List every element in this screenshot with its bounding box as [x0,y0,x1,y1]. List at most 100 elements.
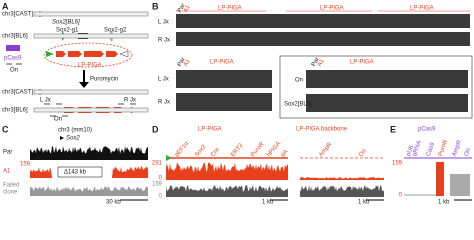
chromosome [33,11,149,17]
gel-box [279,55,473,119]
primer-label: L Jx [40,98,51,104]
axis-label: 0 [399,193,403,199]
row-label: R Jx [158,100,170,106]
axis-label: 159 [392,161,403,167]
primer-label: R Jx [124,98,136,104]
panel-label: C [2,124,9,134]
cassette [68,51,82,57]
cassette [84,51,104,57]
coverage [166,162,288,180]
panel-label: B [152,1,159,11]
axis-max: 159 [20,162,31,168]
gel [176,14,470,28]
feature-label: gRNA [412,140,423,157]
coverage [436,162,444,196]
lane-label: A1 [183,4,192,14]
group-label: LP-PIGA [410,6,434,12]
scale-label: 1 kb [438,200,450,206]
panel-label: A [2,1,9,11]
feature-label: AmpR [318,141,334,158]
primer-label: On [54,117,62,123]
construct-label: LP-PIGA backbone [296,127,348,133]
homology-arm [46,51,54,57]
feature-label: pU6 [406,144,416,157]
coverage [300,185,384,197]
row-label: L Jx [158,20,169,26]
lane-label: A1 [183,58,192,68]
chromosome [33,89,149,95]
feature-label: AmpR [452,139,464,157]
feature-label: hPIGA [266,141,282,158]
homology-arm [119,50,129,58]
feature-label: Ori [464,148,472,158]
figure: A chr3[CAST] Sox2[BL6] Sox2-g1 Sox2-g2 c… [2,1,473,206]
axis-label: 159 [152,182,163,188]
guide-label: Sox2-g2 [104,28,127,34]
scale-label: 30 kb [106,200,121,206]
deletion-label: Δ143 kb [64,170,87,176]
axis-label: 0 [159,176,163,182]
track-label: Par [3,150,12,156]
chrom-label: chr3[CAST] [2,90,33,96]
selection-label: Puromycin [90,77,118,83]
panel-label: D [152,124,159,134]
lane-label: Par [311,57,321,68]
chrom-label: chr3[CAST] [2,12,33,18]
feature-label: Cre [210,147,221,159]
cassette [106,51,118,57]
feature-label: Sox2 [194,143,208,158]
gene-label: Sox2 [66,136,80,142]
chrom-label: chr3[BL6] [2,108,28,114]
track-label: clone [3,190,18,196]
chrom-label: chr3[BL6] [2,34,28,40]
gel [176,70,272,88]
track-label: Failed [3,183,19,189]
lane-label: A1 [317,58,326,68]
coverage [300,177,384,180]
gel [306,94,468,112]
primer-label: On [10,68,18,74]
coverage [30,166,148,178]
panel-label: E [390,124,396,134]
row-label: R Jx [158,38,170,44]
coverage [166,185,288,197]
locus-label: chr3 (mm10) [58,128,92,134]
row-label: L Jx [158,77,169,83]
axis-label: 0 [159,194,163,200]
feature-label: PuroR [250,141,266,158]
cassette [56,51,66,57]
track-label: A1 [3,169,11,175]
coverage [30,186,148,196]
feature-label: Ori [358,148,368,158]
plasmid [6,45,20,51]
row-label: Sox2[BL6] [284,102,312,108]
row-label: On [295,78,303,84]
lane-label: Par [177,57,187,68]
axis-label: 291 [152,161,163,167]
plasmid-label: pCas9 [4,56,22,62]
feature-label: ERT2 [230,142,245,158]
gene-arrow [60,136,64,140]
homology-arm [166,155,172,161]
coverage [450,174,470,196]
chromosome [33,33,149,39]
donor-plasmid [43,42,133,68]
feature-label: PuroR [438,139,450,158]
group-label: LP-PIGA [350,60,374,66]
chromosome [33,107,149,113]
group-label: LP-PIGA [218,6,242,12]
gene-label: Sox2[BL6] [52,20,80,26]
coverage [30,146,148,160]
deletion-box [57,166,103,178]
feature-label: pEF1α [174,140,190,158]
gel [176,93,272,111]
arrow-head [79,82,89,88]
gel [306,70,468,88]
coverage [404,194,436,196]
group-label: LP-PIGA [210,60,234,66]
scale-label: 1 kb [262,200,274,206]
scale-label: 1 kb [358,200,370,206]
construct-label: pCas9 [418,127,436,133]
group-label: LP-PIGA [320,6,344,12]
feature-label: Cas9 [426,141,437,157]
